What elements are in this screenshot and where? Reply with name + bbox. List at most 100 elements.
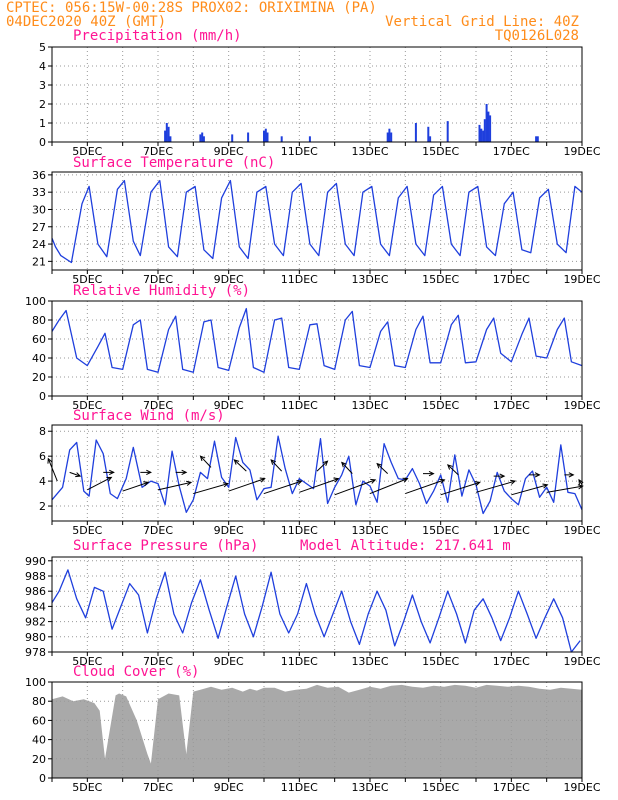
precipitation-bar (489, 115, 492, 142)
wind-arrow-head (270, 459, 276, 465)
precipitation-bar (164, 130, 167, 142)
y-tick-label: 0 (39, 772, 46, 785)
date-label: 7DEC (143, 273, 173, 286)
wind-arrow (270, 459, 283, 472)
wind-arrow (440, 481, 480, 496)
date-label: 11DEC (281, 145, 318, 158)
date-label: 19DEC (563, 655, 600, 668)
y-tick-label: 20 (32, 371, 46, 384)
date-label: 13DEC (351, 655, 388, 668)
wind-arrow-head (143, 481, 150, 487)
precipitation-bar (446, 121, 449, 142)
wind-arrow-head (109, 469, 115, 476)
date-label: 19DEC (563, 399, 600, 412)
wind-arrow-head (499, 473, 506, 479)
date-label: 11DEC (281, 655, 318, 668)
y-tick-label: 100 (25, 295, 46, 308)
wind-arrow (316, 460, 328, 472)
wind-arrow-head (47, 457, 53, 464)
precipitation-bar (536, 136, 539, 142)
panel-pressure: Surface Pressure (hPa) Model Altitude: 21… (25, 538, 601, 668)
date-label: 15DEC (422, 399, 459, 412)
panel-title-wind: Surface Wind (m/s) (73, 408, 225, 424)
precipitation-bar (386, 132, 389, 142)
y-tick-label: 978 (25, 646, 46, 659)
wind-arrow-head (199, 455, 206, 462)
y-tick-label: 80 (32, 314, 46, 327)
panel-title-temperature: Surface Temperature (nC) (73, 155, 275, 171)
precipitation-bar (167, 126, 170, 142)
date-label: 15DEC (422, 781, 459, 794)
wind-arrow-head (181, 469, 188, 476)
date-label: 13DEC (351, 273, 388, 286)
date-label: 15DEC (422, 273, 459, 286)
y-tick-label: 0 (39, 390, 46, 403)
wind-arrow (69, 471, 81, 477)
date-label: 13DEC (351, 399, 388, 412)
date-label: 19DEC (563, 781, 600, 794)
precipitation-bar (231, 134, 234, 142)
date-label: 11DEC (281, 524, 318, 537)
precipitation-bar (202, 136, 205, 142)
wind-arrow-head (146, 469, 152, 476)
date-label: 9DEC (214, 524, 244, 537)
wind-arrow (475, 480, 516, 493)
date-label: 15DEC (422, 655, 459, 668)
wind-arrow (299, 478, 339, 493)
wind-arrow-head (259, 477, 266, 483)
y-tick-label: 988 (25, 570, 46, 583)
precipitation-bar (264, 128, 267, 142)
date-label: 17DEC (493, 273, 530, 286)
precipitation-bar (482, 130, 485, 142)
wind-arrow (122, 481, 149, 492)
y-tick-label: 21 (32, 255, 46, 268)
wind-arrow (193, 483, 229, 495)
cloud-cover-area (52, 684, 582, 778)
precipitation-bar (427, 126, 430, 142)
precipitation-bar (247, 132, 250, 142)
precipitation-bar (263, 130, 265, 142)
date-label: 19DEC (563, 145, 600, 158)
wind-arrow-head (402, 477, 409, 483)
precipitation-bar (483, 119, 486, 142)
y-tick-label: 80 (32, 695, 46, 708)
y-tick-label: 3 (39, 79, 46, 92)
date-label: 9DEC (214, 655, 244, 668)
y-tick-label: 100 (25, 676, 46, 689)
y-tick-label: 986 (25, 585, 46, 598)
wind-arrow-head (233, 459, 240, 465)
header-grid-line: Vertical Grid Line: 40Z (385, 14, 579, 30)
wind-arrow (511, 484, 548, 496)
y-tick-label: 40 (32, 352, 46, 365)
date-label: 17DEC (493, 145, 530, 158)
panel-cloud: Cloud Cover (%) 100 80 60 40 20 0 5DEC 7DEC 9DEC 1… (25, 664, 601, 794)
precipitation-bar (165, 123, 168, 142)
precipitation-bar (169, 136, 172, 142)
date-label: 11DEC (281, 781, 318, 794)
date-label: 9DEC (214, 781, 244, 794)
wind-arrow-head (186, 480, 193, 486)
date-label: 19DEC (563, 524, 600, 537)
date-label: 17DEC (493, 781, 530, 794)
precipitation-bar (487, 111, 490, 142)
wind-arrow-head (222, 482, 229, 488)
wind-arrow-head (322, 460, 329, 467)
pressure-series-line (51, 569, 581, 653)
date-label: 13DEC (351, 781, 388, 794)
y-tick-label: 982 (25, 616, 46, 629)
y-tick-label: 6 (39, 450, 46, 463)
date-label: 5DEC (72, 524, 102, 537)
precipitation-bar (535, 136, 538, 142)
date-label: 7DEC (143, 145, 173, 158)
y-tick-label: 8 (39, 425, 46, 438)
wind-arrow-head (106, 476, 113, 482)
precipitation-bar (388, 128, 391, 142)
wind-arrow (47, 458, 58, 482)
wind-arrow-head (577, 484, 584, 490)
wind-arrow (233, 459, 247, 472)
precipitation-bar (485, 104, 488, 142)
wind-arrow-head (428, 470, 435, 477)
wind-arrow-head (474, 481, 481, 487)
wind-arrow-head (542, 483, 549, 489)
